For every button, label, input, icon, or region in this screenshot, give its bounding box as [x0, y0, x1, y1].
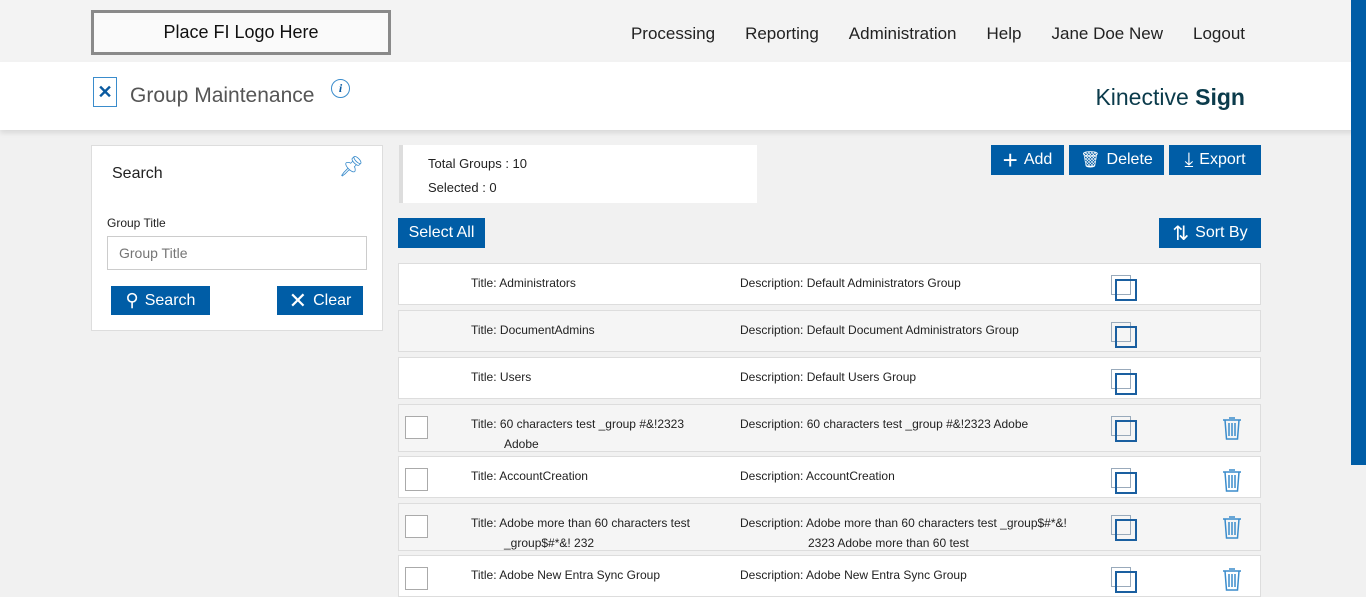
row-description: Description: 60 characters test _group #… [740, 417, 1029, 431]
row-title: Title: Administrators [471, 276, 576, 290]
table-row[interactable]: Title: Users Description: Default Users G… [398, 357, 1261, 399]
table-row[interactable]: Title: 60 characters test _group #&!2323… [398, 404, 1261, 452]
nav-administration[interactable]: Administration [848, 24, 957, 43]
nav-help[interactable]: Help [986, 24, 1022, 43]
trash-icon: 🗑︎ [1080, 152, 1101, 169]
clear-button-label: Clear [313, 291, 352, 309]
select-all-button[interactable]: Select All [398, 218, 485, 248]
copy-icon[interactable] [1111, 515, 1137, 541]
row-description: Description: Default Users Group [740, 370, 917, 384]
row-title: Title: AccountCreation [471, 469, 588, 483]
page-header: ✕ Group Maintenance i Kinective Sign [0, 62, 1366, 130]
row-description: Description: Default Administrators Grou… [740, 276, 961, 290]
add-button[interactable]: + Add [991, 145, 1064, 175]
trash-icon[interactable] [1221, 514, 1243, 540]
page-title: Group Maintenance [130, 84, 315, 107]
copy-icon[interactable] [1111, 567, 1137, 593]
info-icon[interactable]: i [331, 79, 350, 98]
group-title-label: Group Title [107, 216, 166, 230]
counts-panel: Total Groups : 10 Selected : 0 [399, 145, 757, 203]
table-row[interactable]: Title: Adobe more than 60 characters tes… [398, 503, 1261, 551]
row-checkbox[interactable] [405, 468, 428, 491]
sort-icon: ⇅ [1172, 222, 1190, 245]
brand-text: Kinective [1095, 84, 1189, 110]
plus-icon: + [1002, 144, 1018, 175]
tools-document-icon: ✕ [93, 77, 117, 107]
trash-icon[interactable] [1221, 467, 1243, 493]
scrollbar[interactable] [1351, 0, 1366, 589]
pin-icon[interactable]: 📌︎ [338, 156, 364, 178]
nav-user[interactable]: Jane Doe New [1051, 24, 1163, 43]
nav-processing[interactable]: Processing [630, 24, 716, 43]
table-row[interactable]: Title: Administrators Description: Defaul… [398, 263, 1261, 305]
search-button[interactable]: ⚲ Search [111, 286, 210, 315]
sort-label: Sort By [1195, 224, 1248, 241]
row-description: Description: AccountCreation [740, 469, 895, 483]
row-description: Description: Adobe New Entra Sync Group [740, 568, 967, 582]
delete-label: Delete [1106, 151, 1153, 168]
copy-icon[interactable] [1111, 275, 1137, 301]
search-button-label: Search [144, 291, 196, 309]
scrollbar-thumb[interactable] [1351, 0, 1366, 465]
brand-logo: Kinective Sign [1095, 84, 1245, 111]
row-title: Title: Adobe New Entra Sync Group [471, 568, 660, 582]
search-panel: Search 📌︎ Group Title ⚲ Search ✕ Clear [91, 145, 383, 331]
row-title: Title: Adobe more than 60 characters tes… [471, 516, 691, 550]
brand-text-bold: Sign [1195, 84, 1245, 110]
row-description: Description: Adobe more than 60 characte… [740, 516, 1067, 550]
nav-logout[interactable]: Logout [1193, 24, 1245, 43]
trash-icon[interactable] [1221, 415, 1243, 441]
clear-button[interactable]: ✕ Clear [277, 286, 363, 315]
row-description: Description: Default Document Administra… [740, 323, 1019, 337]
table-row[interactable]: Title: DocumentAdmins Description: Defaul… [398, 310, 1261, 352]
copy-icon[interactable] [1111, 416, 1137, 442]
group-title-input[interactable] [107, 236, 367, 270]
export-label: Export [1199, 151, 1246, 168]
row-title: Title: Users [471, 370, 532, 384]
top-bar: Place FI Logo Here Processing Reporting … [0, 0, 1366, 62]
nav-reporting[interactable]: Reporting [745, 24, 819, 43]
total-groups: Total Groups : 10 [428, 156, 527, 171]
copy-icon[interactable] [1111, 322, 1137, 348]
logo-placeholder: Place FI Logo Here [91, 10, 391, 55]
download-icon: ⤓ [1184, 148, 1194, 171]
copy-icon[interactable] [1111, 468, 1137, 494]
row-title: Title: 60 characters test _group #&!2323… [471, 417, 685, 451]
trash-icon[interactable] [1221, 566, 1243, 592]
search-icon: ⚲ [125, 290, 139, 310]
close-icon: ✕ [288, 287, 308, 313]
delete-button[interactable]: 🗑︎ Delete [1069, 145, 1164, 175]
row-checkbox[interactable] [405, 567, 428, 590]
export-button[interactable]: ⤓ Export [1169, 145, 1261, 175]
table-row[interactable]: Title: Adobe New Entra Sync Group Descrip… [398, 555, 1261, 597]
main-nav: Processing Reporting Administration Help… [631, 24, 1245, 44]
table-row[interactable]: Title: AccountCreation Description: Accou… [398, 456, 1261, 498]
add-label: Add [1023, 151, 1053, 168]
sort-by-button[interactable]: ⇅ Sort By [1159, 218, 1261, 248]
row-checkbox[interactable] [405, 515, 428, 538]
selected-count: Selected : 0 [428, 180, 497, 195]
row-checkbox[interactable] [405, 416, 428, 439]
copy-icon[interactable] [1111, 369, 1137, 395]
search-title: Search [112, 165, 163, 182]
row-title: Title: DocumentAdmins [471, 323, 595, 337]
